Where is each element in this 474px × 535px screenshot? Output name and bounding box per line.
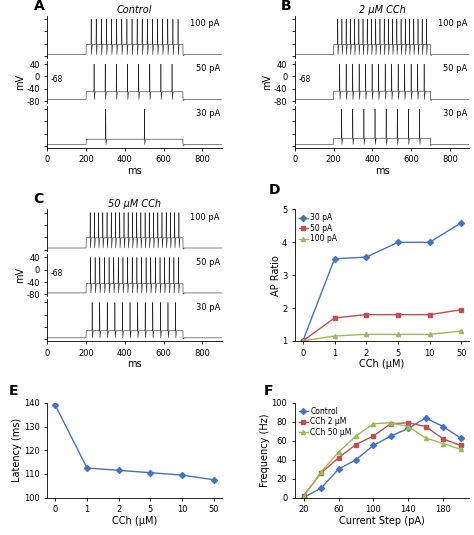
Title: Control: Control: [117, 5, 152, 16]
Text: 30 pA: 30 pA: [196, 303, 220, 312]
CCh 50 μM: [458, 446, 464, 453]
Control: [405, 425, 411, 432]
CCh 50 μM: [336, 449, 341, 455]
Text: 50 pA: 50 pA: [196, 258, 220, 267]
Title: 50 μM CCh: 50 μM CCh: [108, 198, 161, 209]
CCh 50 μM: [301, 493, 307, 500]
Control: [458, 435, 464, 441]
X-axis label: CCh (μM): CCh (μM): [359, 359, 405, 369]
Line: CCh 50 μM: CCh 50 μM: [301, 421, 463, 499]
Line: 100 pA: 100 pA: [301, 329, 464, 343]
Y-axis label: mV: mV: [262, 74, 272, 90]
CCh 2 μM: [388, 421, 394, 427]
Control: [301, 494, 307, 501]
Y-axis label: Latency (ms): Latency (ms): [12, 418, 22, 482]
Text: 30 pA: 30 pA: [196, 109, 220, 118]
Control: [318, 485, 324, 491]
30 pA: [395, 239, 401, 246]
Y-axis label: mV: mV: [15, 74, 25, 90]
30 pA: [364, 254, 369, 261]
Control: [440, 423, 446, 430]
30 pA: [458, 219, 464, 226]
Text: -68: -68: [51, 269, 63, 278]
CCh 50 μM: [423, 435, 428, 441]
50 pA: [395, 311, 401, 318]
X-axis label: ms: ms: [127, 165, 142, 175]
Text: 100 pA: 100 pA: [438, 19, 467, 28]
50 pA: [300, 338, 306, 344]
X-axis label: CCh (μM): CCh (μM): [112, 516, 157, 525]
Line: 30 pA: 30 pA: [301, 220, 464, 343]
50 pA: [458, 307, 464, 313]
Text: 100 pA: 100 pA: [191, 213, 220, 222]
30 pA: [427, 239, 432, 246]
Text: D: D: [269, 183, 280, 197]
CCh 50 μM: [405, 423, 411, 430]
100 pA: [427, 331, 432, 338]
CCh 2 μM: [301, 492, 307, 499]
X-axis label: ms: ms: [127, 359, 142, 369]
Line: CCh 2 μM: CCh 2 μM: [301, 421, 463, 498]
Legend: 30 pA, 50 pA, 100 pA: 30 pA, 50 pA, 100 pA: [299, 213, 337, 243]
50 pA: [427, 311, 432, 318]
CCh 50 μM: [353, 433, 359, 439]
100 pA: [395, 331, 401, 338]
Y-axis label: mV: mV: [15, 267, 25, 283]
Text: B: B: [281, 0, 292, 13]
Legend: Control, CCh 2 μM, CCh 50 μM: Control, CCh 2 μM, CCh 50 μM: [299, 407, 352, 437]
Y-axis label: AP Ratio: AP Ratio: [271, 255, 281, 296]
CCh 2 μM: [405, 419, 411, 426]
CCh 2 μM: [371, 433, 376, 439]
Control: [423, 415, 428, 421]
Text: C: C: [34, 192, 44, 206]
CCh 2 μM: [336, 455, 341, 461]
100 pA: [332, 333, 337, 339]
CCh 50 μM: [440, 440, 446, 447]
Text: F: F: [264, 384, 273, 399]
Control: [353, 456, 359, 463]
Text: 50 pA: 50 pA: [443, 64, 467, 73]
CCh 2 μM: [440, 435, 446, 442]
X-axis label: ms: ms: [375, 165, 390, 175]
CCh 2 μM: [353, 441, 359, 448]
Line: 50 pA: 50 pA: [301, 308, 464, 343]
Y-axis label: Frequency (Hz): Frequency (Hz): [260, 414, 270, 487]
Text: 50 pA: 50 pA: [196, 64, 220, 73]
CCh 2 μM: [423, 423, 428, 430]
50 pA: [364, 311, 369, 318]
100 pA: [364, 331, 369, 338]
100 pA: [300, 338, 306, 344]
CCh 2 μM: [318, 470, 324, 476]
CCh 50 μM: [318, 469, 324, 475]
X-axis label: Current Step (pA): Current Step (pA): [339, 516, 425, 525]
Title: 2 μM CCh: 2 μM CCh: [359, 5, 405, 16]
CCh 50 μM: [388, 419, 394, 426]
Text: E: E: [9, 384, 18, 399]
Text: -68: -68: [299, 75, 311, 84]
Text: 100 pA: 100 pA: [191, 19, 220, 28]
30 pA: [332, 256, 337, 262]
30 pA: [300, 338, 306, 344]
Text: -68: -68: [51, 75, 63, 84]
100 pA: [458, 328, 464, 334]
Control: [388, 433, 394, 439]
Text: A: A: [34, 0, 44, 13]
CCh 50 μM: [371, 421, 376, 427]
Control: [371, 442, 376, 449]
50 pA: [332, 315, 337, 321]
Text: 30 pA: 30 pA: [443, 109, 467, 118]
Line: Control: Control: [301, 416, 463, 500]
Control: [336, 466, 341, 472]
CCh 2 μM: [458, 442, 464, 449]
